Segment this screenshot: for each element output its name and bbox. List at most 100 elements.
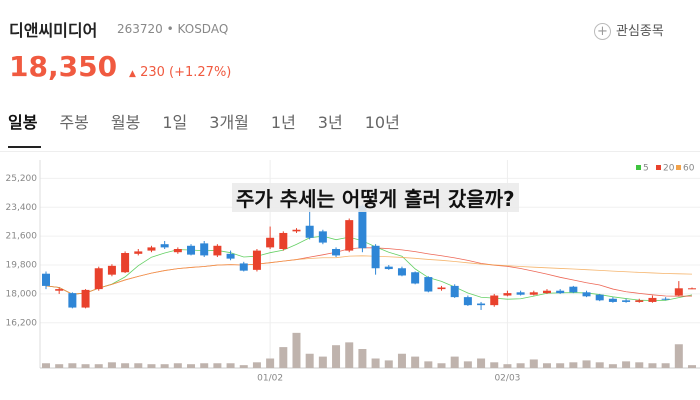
divider [0, 151, 700, 152]
candle-body [55, 289, 64, 291]
tab[interactable]: 10년 [364, 113, 400, 132]
volume-bar [134, 363, 143, 368]
candle-body [463, 297, 472, 306]
candle-body [147, 247, 156, 251]
candle-body [556, 290, 565, 294]
y-tick-label: 25,200 [6, 174, 38, 184]
candle-body [134, 251, 143, 254]
volume-bar [384, 360, 393, 368]
tab[interactable]: 1년 [270, 113, 296, 132]
volume-bar [411, 356, 420, 368]
tab[interactable]: 월봉 [110, 113, 141, 132]
candle-body [345, 220, 354, 251]
moving-average [45, 247, 693, 297]
candle-body [81, 289, 90, 308]
candle-body [94, 268, 103, 290]
candle-body [661, 298, 670, 300]
legend-swatch [636, 165, 641, 170]
candle-body [477, 303, 486, 306]
candle-body [437, 287, 446, 290]
volume-bar [160, 364, 169, 368]
volume-bar [173, 363, 182, 368]
candle-body [107, 265, 116, 275]
up-arrow: ▲ [129, 69, 136, 79]
volume-bar [187, 364, 196, 368]
volume-bar [358, 349, 367, 368]
volume-bar [94, 364, 103, 368]
x-tick-label: 02/03 [494, 374, 520, 384]
candle-body [332, 249, 341, 256]
volume-bar [595, 362, 604, 368]
volume-bar [81, 364, 90, 368]
volume-bar [239, 365, 248, 368]
candle-body [411, 272, 420, 284]
change: ▲ 230 (+1.27%) [129, 65, 231, 80]
volume-bar [569, 362, 578, 368]
volume-bar [516, 363, 525, 368]
candle-body [173, 249, 182, 253]
volume-bar [42, 363, 50, 368]
candle-body [371, 245, 380, 269]
candle-body [582, 292, 591, 297]
code: 263720 [117, 22, 163, 36]
candle-body [503, 293, 512, 296]
change-value: 230 [140, 65, 165, 80]
tab[interactable]: 일봉 [8, 113, 38, 132]
candle-body [279, 232, 288, 249]
y-tick-label: 21,600 [6, 232, 38, 242]
x-tick-label: 01/02 [257, 374, 283, 384]
candle-body [424, 277, 433, 292]
volume-bar [424, 361, 433, 368]
watch-label: 관심종목 [616, 24, 664, 39]
volume-bar [622, 361, 631, 368]
legend-swatch [656, 165, 661, 170]
candle-body [595, 294, 604, 301]
candle-body [252, 250, 261, 270]
volume-bar [107, 362, 116, 368]
watch-button[interactable]: + 관심종목 [594, 20, 664, 40]
volume-bar [68, 363, 77, 368]
plus-icon: + [594, 23, 611, 40]
volume-bar [147, 364, 156, 368]
volume-bar [397, 353, 406, 368]
candle-body [213, 245, 222, 256]
candle-body [450, 285, 459, 298]
volume-bar [674, 344, 683, 368]
volume-bar [450, 356, 459, 368]
legend-swatch [676, 165, 681, 170]
candle-body [542, 290, 551, 294]
tab[interactable]: 3개월 [209, 113, 249, 132]
candle-body [688, 288, 696, 290]
tab-underline [8, 146, 41, 148]
candle-body [490, 295, 499, 306]
volume-bar [608, 364, 617, 368]
candle-body [529, 292, 538, 295]
volume-bar [463, 361, 472, 368]
legend-label: 20 [663, 164, 675, 174]
volume-bar [332, 345, 341, 368]
y-tick-label: 18,000 [6, 289, 38, 299]
volume-bar [529, 359, 538, 368]
volume-bar [213, 363, 222, 368]
volume-bar [266, 358, 275, 368]
volume-bar [318, 356, 327, 368]
tab[interactable]: 1일 [162, 113, 188, 132]
tab[interactable]: 3년 [317, 113, 343, 132]
volume-bar [542, 363, 551, 368]
legend-label: 5 [643, 164, 649, 174]
volume-bar [226, 363, 235, 368]
candle-body [239, 263, 248, 271]
volume-bar [279, 347, 288, 368]
candle-body [121, 253, 130, 273]
tabs: 일봉 주봉 월봉 1일 3개월 1년 3년 10년 [8, 109, 422, 133]
candle-body [318, 231, 327, 243]
tab[interactable]: 주봉 [59, 113, 89, 132]
candle-body [200, 243, 209, 256]
volume-bar [437, 363, 446, 368]
candle-body [397, 268, 406, 276]
company: 디앤씨미디어 [9, 21, 98, 40]
candle-body [516, 292, 525, 295]
candle-body [622, 300, 631, 302]
